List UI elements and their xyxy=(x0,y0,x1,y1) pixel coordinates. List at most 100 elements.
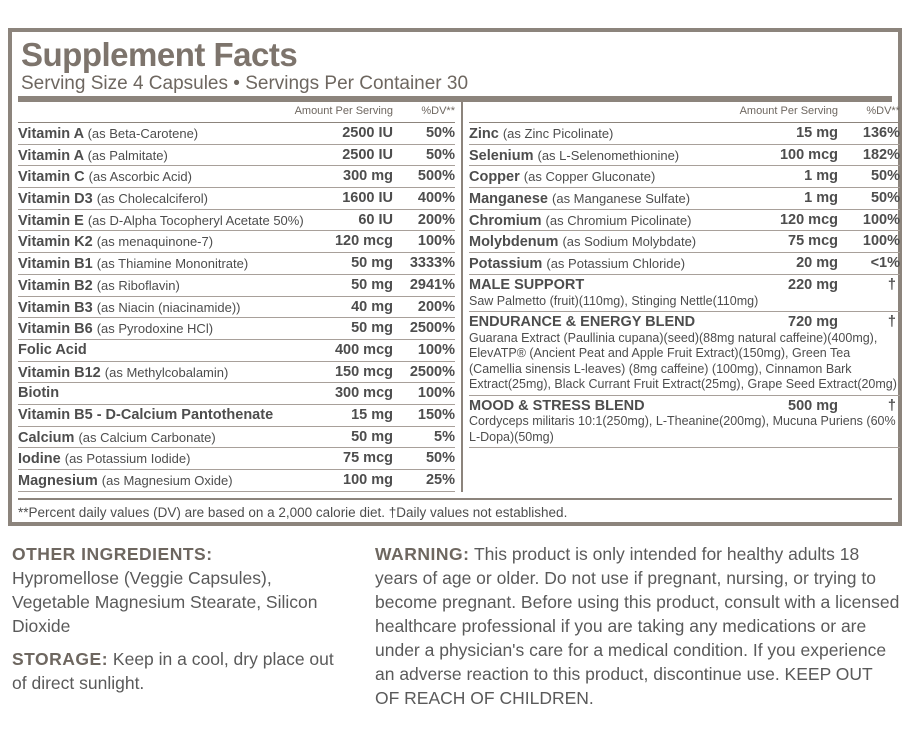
amount: 100 mg xyxy=(343,472,393,488)
nutrient-note: (as Cholecalciferol) xyxy=(96,191,208,207)
nutrient-row: Calcium (as Calcium Carbonate) 50 mg 5% xyxy=(18,427,455,449)
nutrient-name: Vitamin B2 (as Riboflavin) xyxy=(18,277,180,294)
nutrient-row: Vitamin B1 (as Thiamine Mononitrate) 50 m… xyxy=(18,253,455,275)
nutrient-note: (as Copper Gluconate) xyxy=(523,169,656,185)
amount: 120 mcg xyxy=(779,211,838,228)
blend: MALE SUPPORT 220 mg † Saw Palmetto (fruit)(… xyxy=(469,275,900,312)
nutrient-note: (as Beta-Carotene) xyxy=(87,126,199,141)
blend-name: MALE SUPPORT xyxy=(469,276,585,293)
nutrient-name: Vitamin D3 (as Cholecalciferol) xyxy=(18,191,208,208)
nutrient-row: Vitamin C (as Ascorbic Acid) 300 mg 500% xyxy=(18,166,455,189)
left-column: Amount Per Serving %DV** Vitamin A (as Bet… xyxy=(18,102,455,498)
nutrient-note: (as Manganese Sulfate) xyxy=(552,191,691,207)
nutrient-note: (as Zinc Picolinate) xyxy=(502,126,614,141)
nutrient-name: Vitamin B5 - D-Calcium Pantothenate xyxy=(18,406,274,423)
nutrient-name: Vitamin B12 (as Methylcobalamin) xyxy=(18,364,229,381)
daily-value: 150% xyxy=(417,406,455,423)
nutrient-name: Molybdenum (as Sodium Molybdate) xyxy=(469,234,697,251)
amount: 60 IU xyxy=(358,211,393,228)
nutrient-note: (as Pyrodoxine HCl) xyxy=(96,321,214,337)
daily-value: 25% xyxy=(425,472,455,488)
nutrient-row: Vitamin B2 (as Riboflavin) 50 mg 2941% xyxy=(18,275,455,297)
nutrient-note: (as Potassium Iodide) xyxy=(64,451,191,467)
nutrient-name: Zinc (as Zinc Picolinate) xyxy=(469,126,614,142)
blend-row: MOOD & STRESS BLEND 500 mg † xyxy=(469,396,900,418)
amount-header: Amount Per Serving xyxy=(739,105,838,117)
amount: 2500 IU xyxy=(342,146,393,163)
amount: 20 mg xyxy=(796,255,838,272)
supplement-panel: Supplement Facts Serving Size 4 Capsules… xyxy=(8,28,902,526)
daily-value: 100% xyxy=(862,211,900,228)
nutrient-note: (as Potassium Chloride) xyxy=(546,256,686,272)
amount: 1 mg xyxy=(804,168,838,185)
blend-description: Saw Palmetto (fruit)(110mg), Stinging Ne… xyxy=(469,293,759,308)
daily-value: 2941% xyxy=(409,276,455,293)
warning: WARNING: This product is only intended f… xyxy=(375,542,900,710)
amount: 15 mg xyxy=(351,406,393,423)
nutrient-row: Chromium (as Chromium Picolinate) 120 mcg… xyxy=(469,210,900,232)
amount: 15 mg xyxy=(796,125,838,141)
blend: ENDURANCE & ENERGY BLEND 720 mg † Guarana E… xyxy=(469,312,900,396)
daily-value: 50% xyxy=(870,190,900,207)
column-header: Amount Per Serving %DV** xyxy=(469,102,900,123)
daily-value: 100% xyxy=(417,233,455,250)
right-column: Amount Per Serving %DV** Zinc (as Zinc Pic… xyxy=(461,102,900,492)
nutrient-name: Vitamin B1 (as Thiamine Mononitrate) xyxy=(18,256,249,273)
amount: 50 mg xyxy=(351,428,393,445)
daily-value: 50% xyxy=(425,450,455,467)
nutrient-note: (as Magnesium Oxide) xyxy=(101,473,233,488)
blend-row: MALE SUPPORT 220 mg † xyxy=(469,275,900,297)
daily-value: 400% xyxy=(417,190,455,207)
nutrient-row: Manganese (as Manganese Sulfate) 1 mg 50% xyxy=(469,188,900,210)
amount: 50 mg xyxy=(351,276,393,293)
nutrient-row: Vitamin A (as Palmitate) 2500 IU 50% xyxy=(18,145,455,167)
daily-value: † xyxy=(887,276,896,293)
nutrient-note: (as D-Alpha Tocopheryl Acetate 50%) xyxy=(87,212,304,228)
nutrient-name: Biotin xyxy=(18,385,60,402)
text: Hypromellose (Veggie Capsules), Vegetabl… xyxy=(12,568,318,636)
storage: STORAGE: Keep in a cool, dry place out o… xyxy=(12,647,352,695)
daily-value: 100% xyxy=(417,385,455,402)
nutrient-note: (as menaquinone-7) xyxy=(96,234,214,250)
amount: 1 mg xyxy=(804,190,838,207)
daily-value: 136% xyxy=(862,125,900,141)
nutrient-row: Copper (as Copper Gluconate) 1 mg 50% xyxy=(469,166,900,189)
nutrient-name: Magnesium (as Magnesium Oxide) xyxy=(18,473,233,489)
text: This product is only intended for health… xyxy=(375,544,900,708)
daily-value: 2500% xyxy=(409,320,455,337)
daily-value: 200% xyxy=(417,298,455,315)
nutrient-note: (as Calcium Carbonate) xyxy=(78,429,216,445)
nutrient-row: Magnesium (as Magnesium Oxide) 100 mg 25% xyxy=(18,470,455,492)
daily-value: 50% xyxy=(425,146,455,163)
other-ingredients: OTHER INGREDIENTS: Hypromellose (Veggie C… xyxy=(12,542,352,638)
amount: 120 mcg xyxy=(334,233,393,250)
nutrient-row: Potassium (as Potassium Chloride) 20 mg <1… xyxy=(469,253,900,275)
column-header: Amount Per Serving %DV** xyxy=(18,102,455,123)
dv-header: %DV** xyxy=(421,105,455,117)
amount-header: Amount Per Serving xyxy=(294,105,393,117)
nutrient-note: (as Ascorbic Acid) xyxy=(88,169,192,185)
nutrient-row: Vitamin B3 (as Niacin (niacinamide)) 40 m… xyxy=(18,297,455,319)
amount: 220 mg xyxy=(788,276,838,293)
daily-value: <1% xyxy=(870,255,900,272)
nutrient-note: (as Methylcobalamin) xyxy=(104,364,229,380)
nutrient-row: Vitamin B6 (as Pyrodoxine HCl) 50 mg 2500% xyxy=(18,318,455,340)
nutrient-name: Manganese (as Manganese Sulfate) xyxy=(469,191,691,208)
daily-value: 100% xyxy=(862,233,900,250)
label: WARNING: xyxy=(375,544,470,564)
nutrient-row: Vitamin A (as Beta-Carotene) 2500 IU 50% xyxy=(18,123,455,145)
label: STORAGE: xyxy=(12,649,109,669)
amount: 1600 IU xyxy=(342,190,393,207)
serving: Serving Size 4 Capsules • Servings Per C… xyxy=(21,73,469,94)
nutrient-name: Potassium (as Potassium Chloride) xyxy=(469,256,686,273)
nutrient-name: Vitamin C (as Ascorbic Acid) xyxy=(18,169,192,186)
nutrient-row: Zinc (as Zinc Picolinate) 15 mg 136% xyxy=(469,123,900,145)
daily-value: 5% xyxy=(434,428,455,445)
nutrient-note: (as L-Selenomethionine) xyxy=(537,147,680,163)
amount: 400 mcg xyxy=(334,341,393,358)
nutrient-row: Vitamin E (as D-Alpha Tocopheryl Acetate… xyxy=(18,210,455,232)
dv-header: %DV** xyxy=(866,105,900,117)
nutrient-name: Iodine (as Potassium Iodide) xyxy=(18,451,191,468)
divider xyxy=(18,96,892,102)
